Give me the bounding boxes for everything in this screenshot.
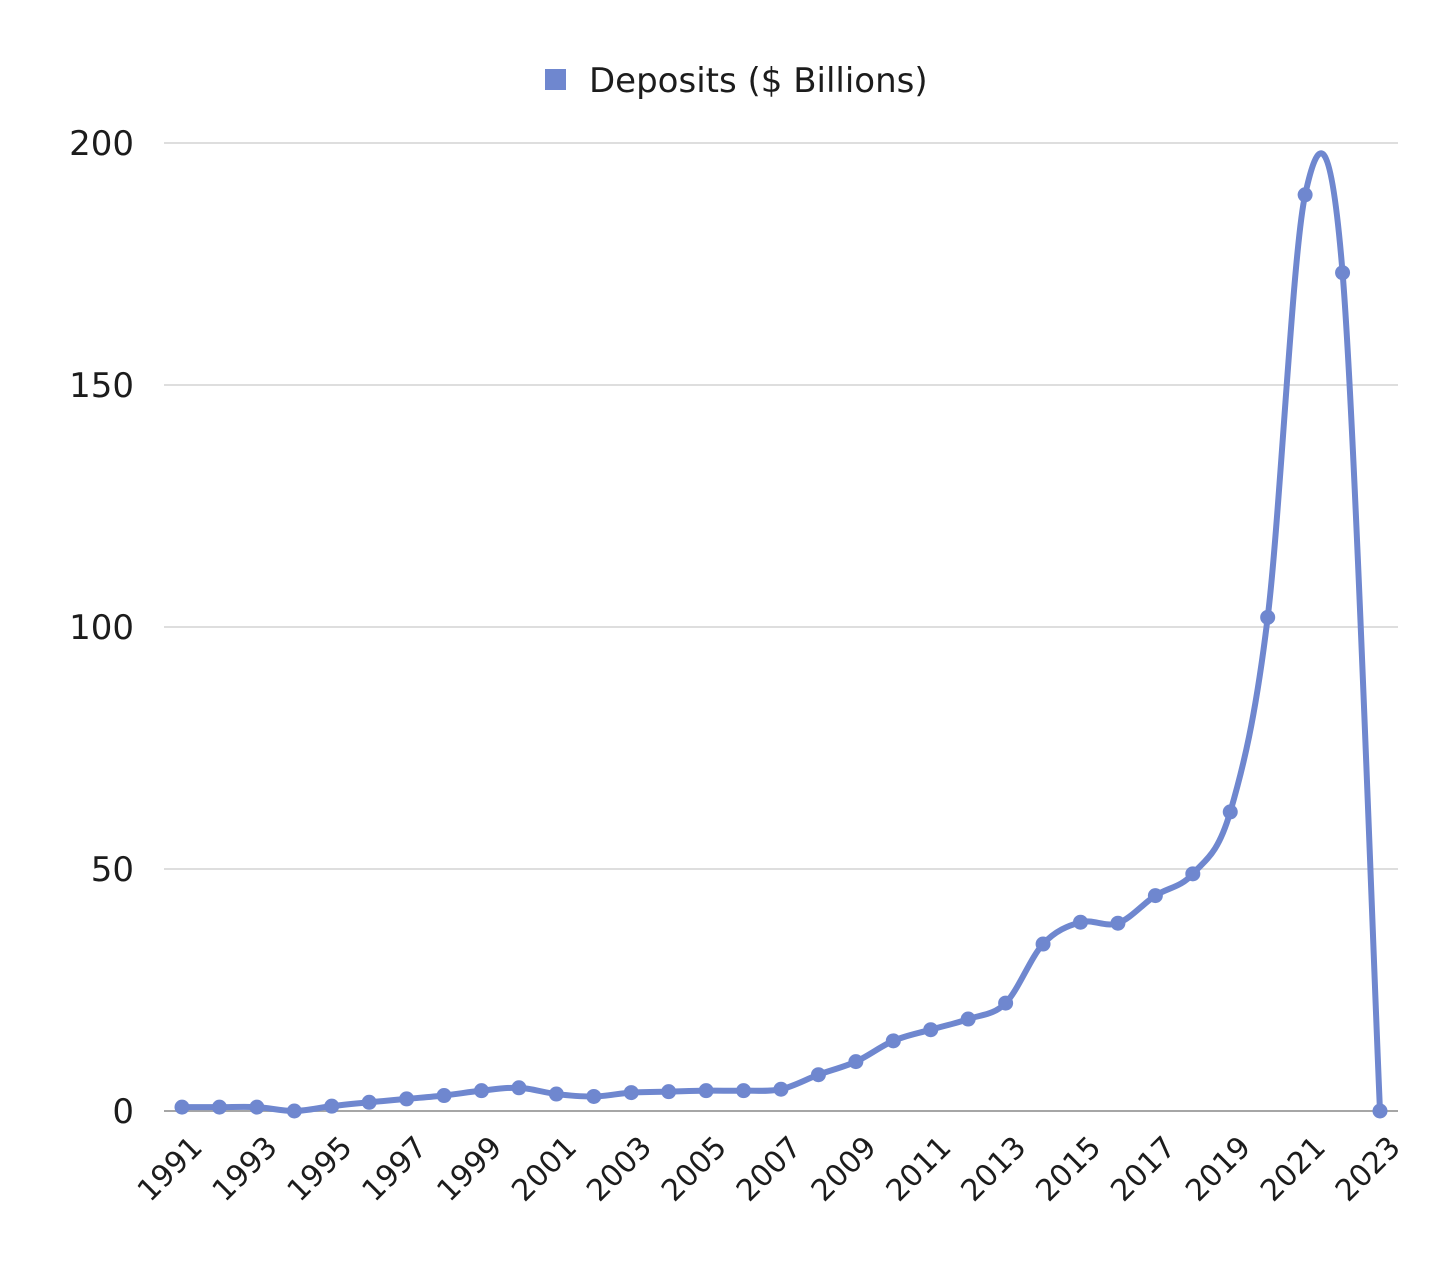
data-point-2005 bbox=[698, 1083, 714, 1099]
data-point-2012 bbox=[960, 1011, 976, 1027]
y-tick-label: 200 bbox=[69, 124, 134, 164]
data-point-2009 bbox=[848, 1054, 864, 1070]
x-axis: 1991199319951997199920012003200520072009… bbox=[131, 1130, 1408, 1209]
data-point-2004 bbox=[661, 1084, 677, 1100]
data-point-1995 bbox=[324, 1098, 340, 1114]
data-point-2002 bbox=[586, 1088, 602, 1104]
data-point-1993 bbox=[249, 1099, 265, 1115]
data-point-2015 bbox=[1073, 914, 1088, 930]
x-tick-label: 1993 bbox=[206, 1130, 285, 1209]
data-point-2001 bbox=[548, 1086, 564, 1102]
data-point-2006 bbox=[736, 1083, 752, 1099]
x-tick-label: 2001 bbox=[505, 1130, 584, 1209]
data-point-2016 bbox=[1110, 915, 1126, 931]
data-point-2022 bbox=[1335, 265, 1351, 281]
x-tick-label: 2011 bbox=[880, 1130, 959, 1209]
x-tick-label: 2003 bbox=[580, 1130, 659, 1209]
x-tick-label: 1995 bbox=[281, 1130, 360, 1209]
data-point-2010 bbox=[885, 1033, 901, 1049]
x-tick-label: 2019 bbox=[1179, 1130, 1258, 1209]
y-tick-label: 150 bbox=[69, 366, 134, 406]
x-tick-label: 2015 bbox=[1029, 1130, 1108, 1209]
data-point-2008 bbox=[810, 1067, 826, 1083]
y-axis: 0 50 100 150 200 bbox=[69, 124, 134, 1132]
data-point-1998 bbox=[436, 1088, 452, 1104]
x-tick-label: 1997 bbox=[356, 1130, 435, 1209]
x-tick-label: 1999 bbox=[430, 1130, 509, 1209]
series bbox=[174, 150, 1388, 1119]
gridlines bbox=[164, 142, 1398, 1112]
data-point-2023 bbox=[1372, 1103, 1388, 1119]
y-tick-label: 100 bbox=[69, 608, 134, 648]
data-point-1999 bbox=[474, 1083, 489, 1099]
data-point-2018 bbox=[1185, 866, 1201, 882]
data-point-2021 bbox=[1297, 187, 1313, 203]
data-point-2014 bbox=[1035, 936, 1051, 952]
x-tick-label: 2023 bbox=[1329, 1130, 1408, 1209]
x-tick-label: 2017 bbox=[1104, 1130, 1183, 1209]
series-line bbox=[179, 150, 1383, 1115]
data-point-2019 bbox=[1222, 804, 1238, 820]
x-tick-label: 2021 bbox=[1254, 1130, 1333, 1209]
data-point-2020 bbox=[1260, 609, 1276, 625]
x-tick-label: 2005 bbox=[655, 1130, 734, 1209]
y-tick-label: 0 bbox=[112, 1092, 134, 1132]
x-tick-label: 2013 bbox=[955, 1130, 1034, 1209]
data-point-1997 bbox=[399, 1091, 415, 1107]
data-point-1994 bbox=[286, 1103, 302, 1119]
legend: Deposits ($ Billions) bbox=[545, 61, 928, 101]
data-point-2003 bbox=[623, 1085, 639, 1101]
x-tick-label: 1991 bbox=[131, 1130, 210, 1209]
data-point-2011 bbox=[923, 1022, 939, 1038]
data-point-1992 bbox=[211, 1099, 227, 1115]
x-tick-label: 2009 bbox=[805, 1130, 884, 1209]
y-tick-label: 50 bbox=[91, 850, 134, 890]
data-point-2017 bbox=[1147, 888, 1163, 904]
legend-label: Deposits ($ Billions) bbox=[589, 61, 928, 101]
legend-swatch bbox=[545, 69, 566, 90]
data-point-2013 bbox=[998, 995, 1014, 1011]
data-point-2000 bbox=[511, 1080, 527, 1096]
data-point-1996 bbox=[361, 1094, 377, 1110]
data-point-2007 bbox=[773, 1081, 789, 1097]
x-tick-label: 2007 bbox=[730, 1130, 809, 1209]
data-point-1991 bbox=[174, 1099, 190, 1115]
